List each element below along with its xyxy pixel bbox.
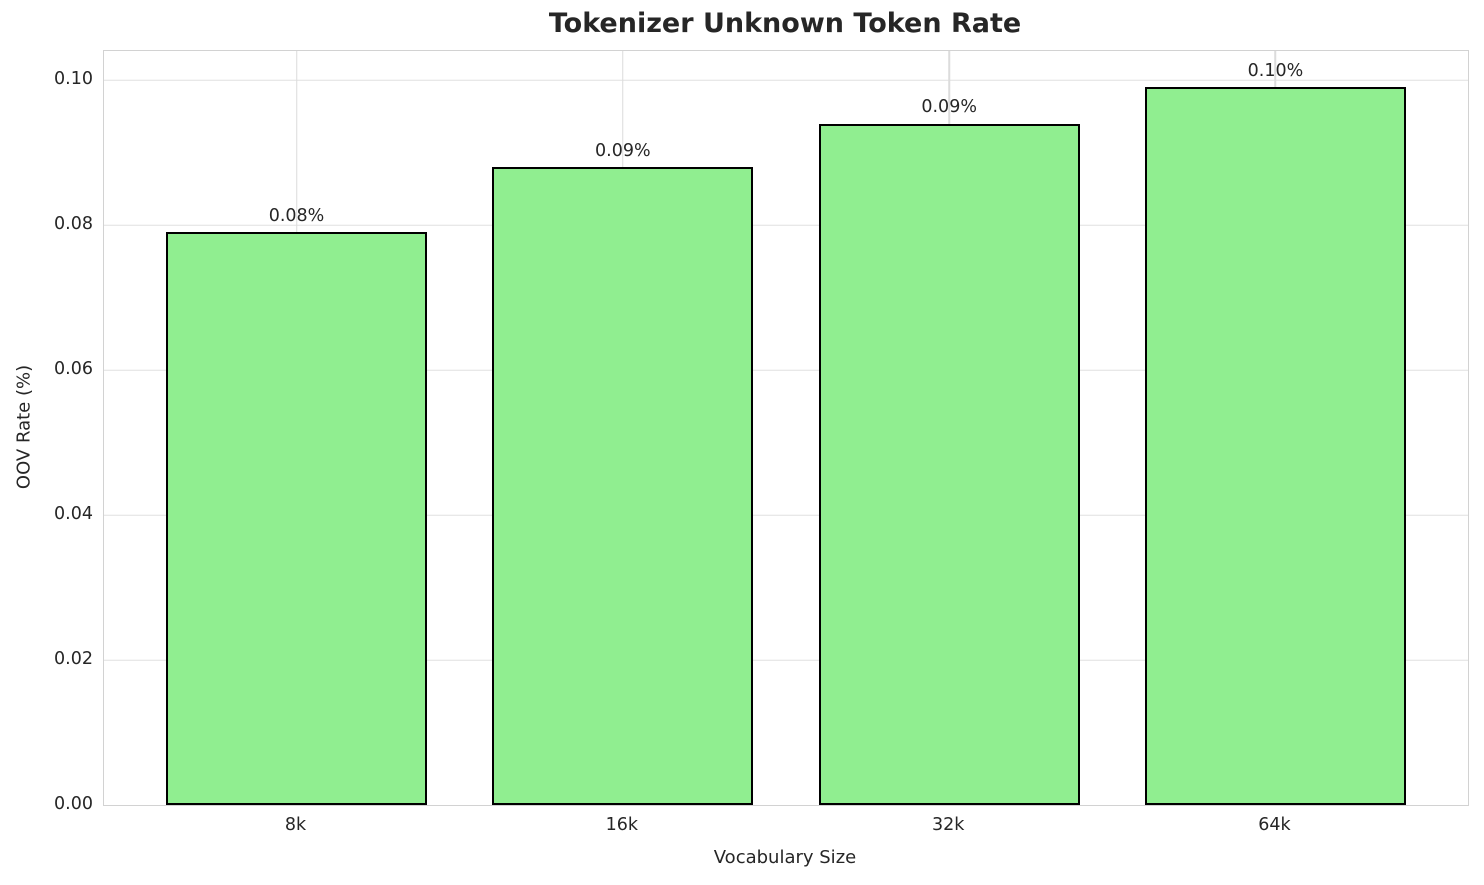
x-axis-label: Vocabulary Size: [713, 847, 857, 868]
y-tick-label: 0.04: [54, 503, 93, 524]
bar-value-label: 0.09%: [595, 140, 651, 161]
y-tick-label: 0.00: [54, 793, 93, 814]
bar-32k: [818, 123, 1080, 805]
bar-value-label: 0.08%: [268, 205, 325, 226]
y-tick-label: 0.08: [54, 213, 93, 234]
x-axis-ticks: 8k 16k 32k 64k: [103, 804, 1467, 844]
chart-title: Tokenizer Unknown Token Rate: [548, 8, 1022, 39]
h-gridline: [104, 659, 1468, 661]
y-axis-label: OOV Rate (%): [13, 364, 35, 490]
bar-value-label: 0.09%: [921, 97, 977, 117]
bar-8k: [166, 232, 428, 805]
y-tick-label: 0.06: [54, 358, 93, 379]
h-gridline: [104, 514, 1468, 516]
x-tick-label: 32k: [931, 815, 965, 835]
bar-16k: [492, 167, 754, 805]
y-tick-label: 0.02: [54, 648, 93, 669]
bar-value-label: 0.10%: [1247, 60, 1304, 81]
h-gridline: [104, 224, 1468, 226]
plot-area: 0.08% 0.09% 0.09% 0.10%: [103, 50, 1469, 806]
x-tick-label: 8k: [284, 815, 307, 835]
y-axis-ticks: 0.00 0.02 0.04 0.06 0.08 0.10: [0, 50, 93, 812]
y-tick-label: 0.10: [54, 68, 93, 89]
bar-64k: [1144, 87, 1406, 805]
x-tick-label: 16k: [605, 815, 639, 835]
h-gridline: [104, 369, 1468, 371]
h-gridline: [104, 79, 1468, 81]
x-tick-label: 64k: [1258, 815, 1291, 835]
